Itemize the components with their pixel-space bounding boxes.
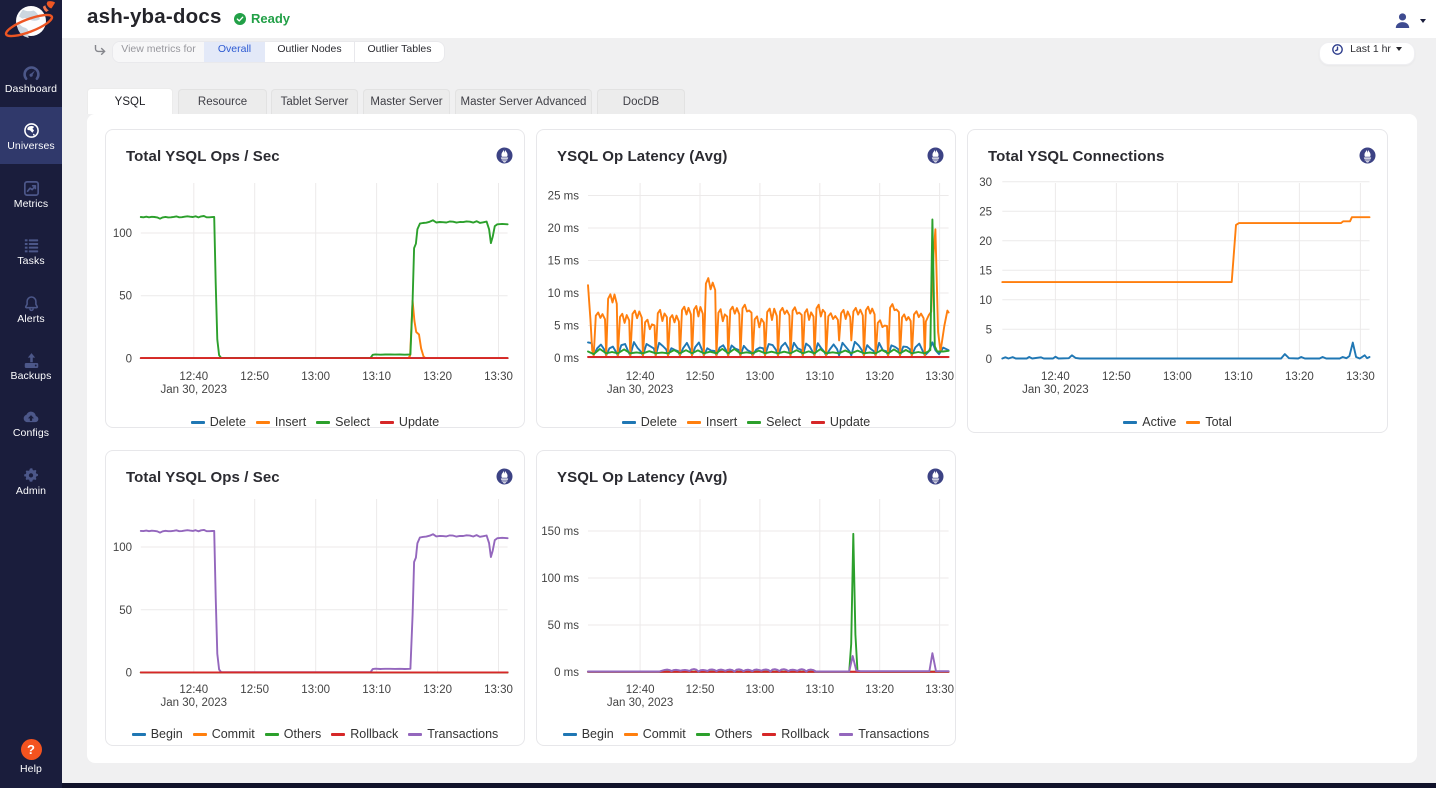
svg-text:12:50: 12:50 <box>240 684 269 696</box>
svg-text:12:40: 12:40 <box>179 684 208 696</box>
svg-text:12:40: 12:40 <box>626 684 655 696</box>
svg-text:13:00: 13:00 <box>301 371 330 383</box>
svg-text:10 ms: 10 ms <box>548 288 580 300</box>
svg-text:12:40: 12:40 <box>626 371 655 383</box>
svg-text:13:30: 13:30 <box>1346 371 1375 383</box>
svg-text:100 ms: 100 ms <box>541 573 579 585</box>
svg-text:13:20: 13:20 <box>1285 371 1314 383</box>
svg-text:30: 30 <box>979 177 992 189</box>
svg-text:13:20: 13:20 <box>423 371 452 383</box>
svg-text:13:30: 13:30 <box>925 684 954 696</box>
svg-text:20: 20 <box>979 236 992 248</box>
svg-text:25 ms: 25 ms <box>548 191 580 203</box>
svg-text:0 ms: 0 ms <box>554 353 579 365</box>
svg-text:13:00: 13:00 <box>746 684 775 696</box>
svg-text:0: 0 <box>126 353 132 365</box>
svg-text:100: 100 <box>113 542 132 554</box>
svg-text:13:10: 13:10 <box>362 684 391 696</box>
svg-text:Jan 30, 2023: Jan 30, 2023 <box>607 697 674 709</box>
svg-text:13:00: 13:00 <box>1163 371 1192 383</box>
svg-text:Jan 30, 2023: Jan 30, 2023 <box>161 697 228 709</box>
svg-text:13:20: 13:20 <box>423 684 452 696</box>
svg-text:50: 50 <box>119 291 132 303</box>
svg-text:150 ms: 150 ms <box>541 526 579 538</box>
svg-text:13:20: 13:20 <box>865 684 894 696</box>
svg-text:Jan 30, 2023: Jan 30, 2023 <box>1022 384 1089 396</box>
svg-text:13:10: 13:10 <box>1224 371 1253 383</box>
svg-text:13:10: 13:10 <box>805 371 834 383</box>
svg-text:12:40: 12:40 <box>179 371 208 383</box>
svg-text:13:30: 13:30 <box>484 371 513 383</box>
svg-text:Jan 30, 2023: Jan 30, 2023 <box>607 384 674 396</box>
svg-text:0: 0 <box>986 354 992 366</box>
svg-text:13:00: 13:00 <box>746 371 775 383</box>
svg-text:13:20: 13:20 <box>865 371 894 383</box>
svg-text:50: 50 <box>119 605 132 617</box>
svg-text:12:40: 12:40 <box>1041 371 1070 383</box>
svg-text:13:30: 13:30 <box>925 371 954 383</box>
svg-text:13:00: 13:00 <box>301 684 330 696</box>
svg-text:12:50: 12:50 <box>1102 371 1131 383</box>
svg-text:25: 25 <box>979 206 992 218</box>
svg-text:12:50: 12:50 <box>686 371 715 383</box>
svg-text:5 ms: 5 ms <box>554 321 579 333</box>
svg-text:10: 10 <box>979 295 992 307</box>
svg-text:50 ms: 50 ms <box>548 620 580 632</box>
svg-text:12:50: 12:50 <box>686 684 715 696</box>
svg-text:13:10: 13:10 <box>805 684 834 696</box>
svg-text:20 ms: 20 ms <box>548 223 580 235</box>
svg-text:0 ms: 0 ms <box>554 667 579 679</box>
svg-text:Jan 30, 2023: Jan 30, 2023 <box>161 384 228 396</box>
svg-text:15: 15 <box>979 265 992 277</box>
svg-text:100: 100 <box>113 228 132 240</box>
svg-text:13:10: 13:10 <box>362 371 391 383</box>
svg-text:5: 5 <box>986 324 992 336</box>
svg-text:12:50: 12:50 <box>240 371 269 383</box>
svg-text:13:30: 13:30 <box>484 684 513 696</box>
svg-text:0: 0 <box>126 668 132 680</box>
svg-text:15 ms: 15 ms <box>548 256 580 268</box>
